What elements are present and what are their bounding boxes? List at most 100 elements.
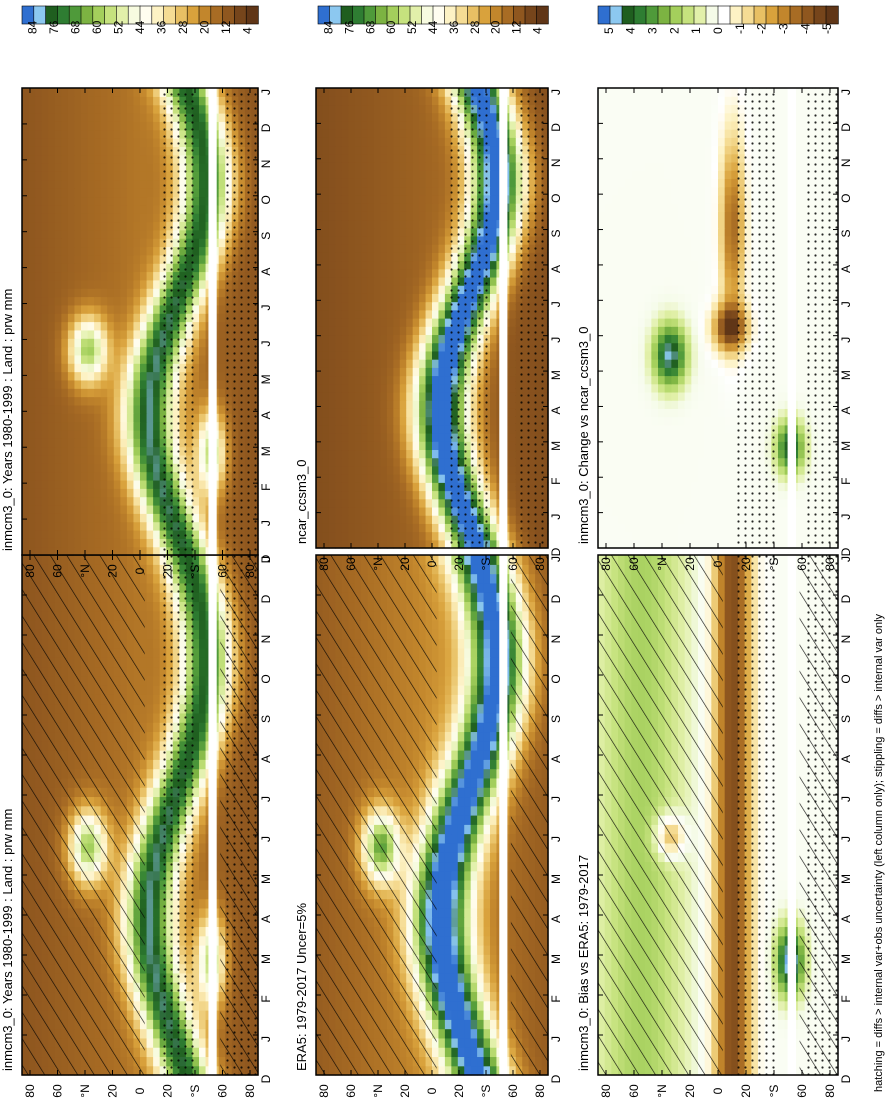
heatmap-cell	[55, 255, 62, 264]
heatmap-cell	[133, 530, 140, 539]
heatmap-cell	[219, 513, 226, 522]
heatmap-cell	[81, 405, 88, 414]
heatmap-cell	[219, 355, 226, 364]
heatmap-cell	[219, 155, 226, 164]
heatmap-cell	[29, 180, 36, 189]
heatmap-cell	[22, 313, 29, 322]
heatmap-cell	[458, 954, 465, 964]
heatmap-cell	[133, 497, 140, 506]
heatmap-cell	[219, 96, 226, 105]
heatmap-cell	[140, 522, 147, 531]
heatmap-cell	[29, 388, 36, 397]
heatmap-cell	[127, 330, 134, 339]
month-tick-label: O	[259, 195, 273, 204]
heatmap-cell	[42, 113, 49, 122]
heatmap-cell	[199, 196, 206, 205]
heatmap-cell	[74, 422, 81, 431]
heatmap-cell	[94, 488, 101, 497]
heatmap-cell	[55, 472, 62, 481]
heatmap-cell	[120, 472, 127, 481]
heatmap-cell	[22, 305, 29, 314]
heatmap-cell	[127, 271, 134, 280]
heatmap-cell	[55, 463, 62, 472]
heatmap-cell	[55, 347, 62, 356]
heatmap-cell	[88, 438, 95, 447]
heatmap-cell	[147, 246, 154, 255]
heatmap-cell	[438, 982, 445, 992]
heatmap-cell	[120, 522, 127, 531]
heatmap-cell	[458, 945, 465, 955]
heatmap-cell	[101, 463, 108, 472]
heatmap-cell	[219, 263, 226, 272]
heatmap-cell	[114, 380, 121, 389]
heatmap-cell	[29, 263, 36, 272]
heatmap-cell	[114, 488, 121, 497]
heatmap-cell	[101, 130, 108, 139]
heatmap-cell	[127, 221, 134, 230]
heatmap-cell	[101, 472, 108, 481]
heatmap-cell	[114, 522, 121, 531]
heatmap-cell	[81, 413, 88, 422]
heatmap-cell	[42, 280, 49, 289]
heatmap-cell	[140, 472, 147, 481]
heatmap-cell	[199, 731, 206, 741]
heatmap-cell	[445, 1066, 452, 1076]
heatmap-cell	[48, 505, 55, 514]
heatmap-cell	[120, 313, 127, 322]
heatmap-cell	[101, 155, 108, 164]
heatmap-cell	[219, 271, 226, 280]
heatmap-cell	[35, 455, 42, 464]
heatmap-cell	[133, 405, 140, 414]
heatmap-cell	[42, 413, 49, 422]
heatmap-cell	[35, 188, 42, 197]
heatmap-cell	[81, 271, 88, 280]
heatmap-cell	[140, 405, 147, 414]
heatmap-cell	[107, 530, 114, 539]
heatmap-cell	[22, 130, 29, 139]
heatmap-cell	[484, 954, 491, 964]
heatmap-cell	[29, 322, 36, 331]
heatmap-cell	[68, 280, 75, 289]
heatmap-cell	[219, 163, 226, 172]
heatmap-cell	[199, 815, 206, 825]
heatmap-cell	[438, 964, 445, 974]
heatmap-cell	[42, 530, 49, 539]
heatmap-cell	[140, 372, 147, 381]
heatmap-cell	[22, 480, 29, 489]
heatmap-cell	[127, 430, 134, 439]
heatmap-cell	[140, 88, 147, 97]
heatmap-cell	[68, 397, 75, 406]
heatmap-cell	[42, 171, 49, 180]
heatmap-cell	[88, 347, 95, 356]
heatmap-cell	[199, 238, 206, 247]
heatmap-cell	[61, 296, 68, 305]
heatmap-cell	[464, 899, 471, 909]
heatmap-cell	[464, 889, 471, 899]
heatmap-cell	[74, 388, 81, 397]
heatmap-cell	[42, 246, 49, 255]
heatmap-cell	[35, 96, 42, 105]
heatmap-cell	[22, 447, 29, 456]
heatmap-cell	[471, 964, 478, 974]
heatmap-cell	[88, 305, 95, 314]
heatmap-cell	[94, 530, 101, 539]
heatmap-cell	[48, 88, 55, 97]
heatmap-cell	[114, 230, 121, 239]
heatmap-cell	[133, 313, 140, 322]
heatmap-cell	[114, 105, 121, 114]
heatmap-cell	[35, 530, 42, 539]
heatmap-cell	[42, 347, 49, 356]
heatmap-cell	[477, 1010, 484, 1020]
heatmap-cell	[29, 171, 36, 180]
heatmap-cell	[61, 130, 68, 139]
heatmap-cell	[127, 238, 134, 247]
heatmap-cell	[35, 196, 42, 205]
heatmap-cell	[101, 413, 108, 422]
heatmap-cell	[219, 246, 226, 255]
heatmap-cell	[140, 330, 147, 339]
heatmap-cell	[127, 205, 134, 214]
heatmap-cell	[219, 238, 226, 247]
heatmap-cell	[477, 871, 484, 881]
heatmap-cell	[107, 196, 114, 205]
heatmap-cell	[127, 413, 134, 422]
